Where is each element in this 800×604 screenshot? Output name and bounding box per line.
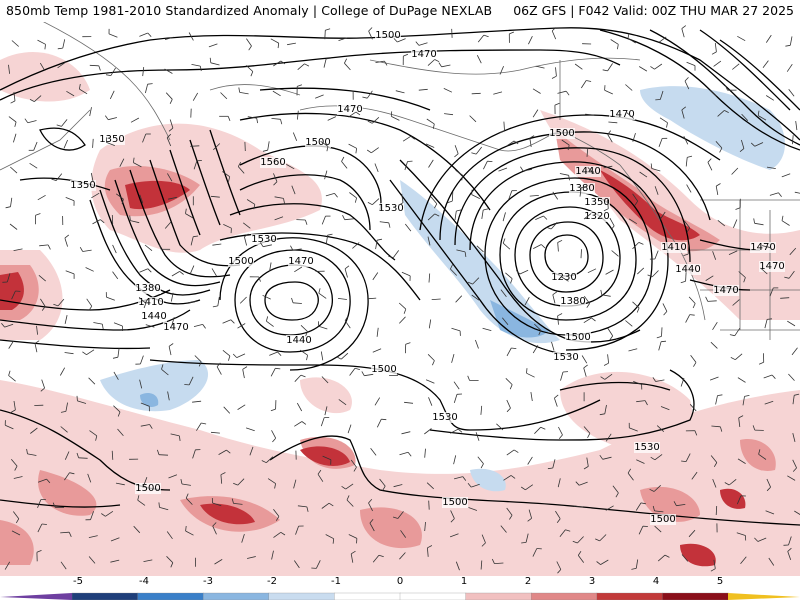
colorbar-segment (531, 593, 597, 600)
contour-label: 1500 (135, 483, 160, 494)
colorbar-tick-label: 1 (461, 576, 467, 587)
colorbar-tick-label: 5 (717, 576, 723, 587)
colorbar-segment (662, 593, 728, 600)
wind-barb-flag (527, 368, 528, 373)
wind-barb (686, 272, 687, 281)
colorbar-tick-label: -3 (203, 576, 213, 587)
wind-barb (472, 93, 481, 94)
contour-label: 1500 (228, 256, 253, 267)
model-run-info: 06Z GFS | F042 Valid: 00Z THU MAR 27 202… (513, 3, 794, 18)
contour-label: 1320 (584, 211, 609, 222)
anomaly-map: 1500 1470 1470 1350 1350 1560 1500 1530 1530 1500… (0, 22, 800, 577)
contour-label: 1380 (135, 283, 160, 294)
contour-label: 1410 (138, 297, 163, 308)
colorbar-segment (72, 593, 138, 600)
contour-label: 1470 (411, 49, 436, 60)
contour-label: 1440 (286, 335, 311, 346)
contour-label: 1530 (432, 412, 457, 423)
contour-label: 1500 (305, 137, 330, 148)
colorbar-segment (334, 593, 400, 600)
map-header: 850mb Temp 1981-2010 Standardized Anomal… (0, 0, 800, 23)
contour-label: 1470 (609, 109, 634, 120)
contour-label: 1470 (713, 285, 738, 296)
wind-barb (190, 146, 199, 147)
contour-label: 1470 (163, 322, 188, 333)
colorbar-tick-label: 3 (589, 576, 595, 587)
colorbar-min-arrow (0, 593, 72, 600)
colorbar-tick-label: -5 (73, 576, 83, 587)
wind-barb (325, 30, 326, 39)
contour-label: 1410 (661, 242, 686, 253)
wind-barb (662, 327, 663, 336)
colorbar-tick-label: -4 (139, 576, 149, 587)
contour-label: 1530 (553, 352, 578, 363)
colorbar-segment (400, 593, 466, 600)
contour-label: 1440 (141, 311, 166, 322)
wind-barb-flag (651, 164, 652, 169)
wind-barb (688, 245, 689, 254)
contour-label: 1350 (99, 134, 124, 145)
contour-label: 1470 (750, 242, 775, 253)
contour-label: 1500 (549, 128, 574, 139)
colorbar-legend: -5 -4 -3 -2 -1 0 1 2 3 4 5 (0, 576, 800, 600)
contour-label: 1230 (551, 272, 576, 283)
contour-label: 1530 (251, 234, 276, 245)
colorbar-tick-label: -2 (267, 576, 277, 587)
contour-label: 1560 (260, 157, 285, 168)
colorbar-segment (138, 593, 204, 600)
wind-barb (581, 249, 582, 258)
colorbar-tick-label: 2 (525, 576, 531, 587)
contour-label: 1500 (375, 30, 400, 41)
wind-barb (452, 192, 453, 201)
contour-label: 1350 (70, 180, 95, 191)
wind-barb (429, 501, 430, 510)
wind-barb (159, 455, 168, 456)
colorbar-segment (466, 593, 532, 600)
contour-label: 1470 (288, 256, 313, 267)
wind-barb-flag (661, 341, 666, 342)
contour-label: 1500 (442, 497, 467, 508)
contour-label: 1500 (371, 364, 396, 375)
colorbar-tick-label: 0 (397, 576, 403, 587)
colorbar-tick-label: 4 (653, 576, 659, 587)
contour-label: 1500 (565, 332, 590, 343)
contour-label: 1500 (650, 514, 675, 525)
wind-barb-flag (42, 524, 47, 525)
colorbar-segment (269, 593, 335, 600)
contour-label: 1530 (634, 442, 659, 453)
wind-barb-flag (381, 419, 386, 420)
wind-barb (716, 506, 717, 515)
wind-barb (79, 458, 88, 459)
map-title: 850mb Temp 1981-2010 Standardized Anomal… (6, 3, 492, 18)
contour-label: 1440 (675, 264, 700, 275)
colorbar-tick-label: -1 (331, 576, 341, 587)
contour-label: 1380 (560, 296, 585, 307)
wind-barb (90, 65, 99, 66)
colorbar-segment (597, 593, 663, 600)
colorbar-max-arrow (728, 593, 800, 600)
colorbar-segment (203, 593, 269, 600)
contour-label: 1350 (584, 197, 609, 208)
contour-label: 1470 (337, 104, 362, 115)
contour-label: 1380 (569, 183, 594, 194)
